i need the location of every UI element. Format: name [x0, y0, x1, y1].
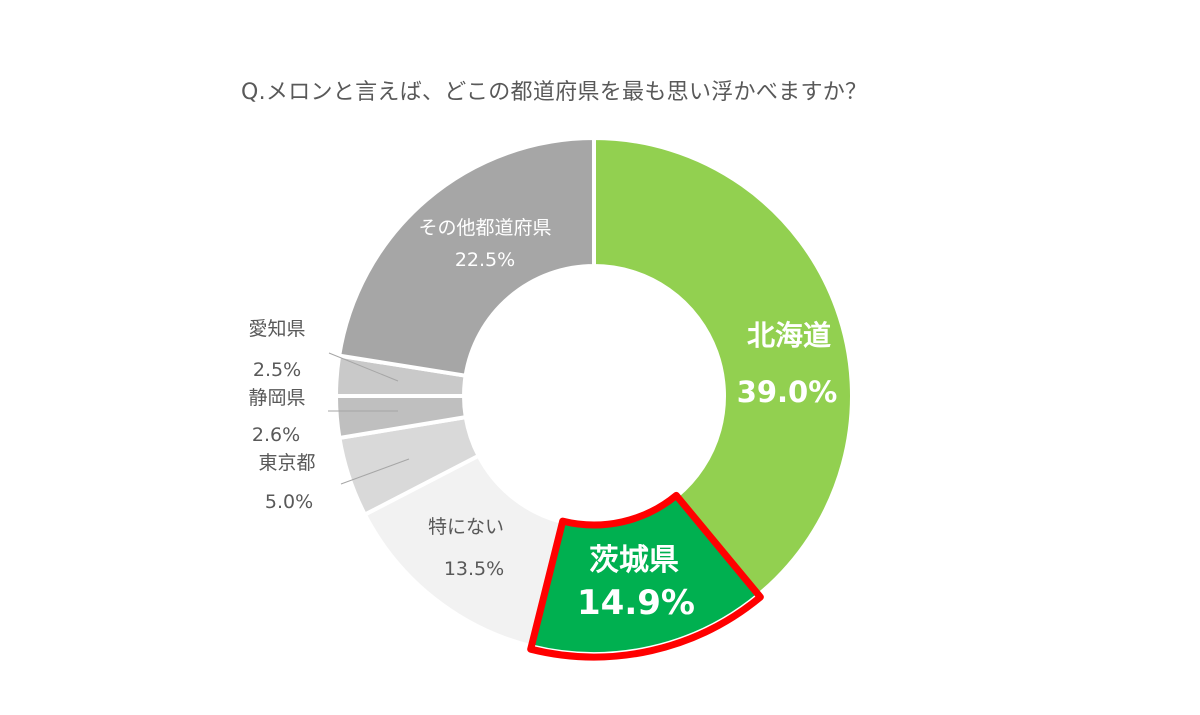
slice-label: 静岡県	[248, 387, 305, 409]
slice-value-label: 2.6%	[252, 424, 300, 446]
slice-label: 茨城県	[589, 543, 679, 578]
slice-label: 特にない	[428, 516, 504, 538]
slice-label: その他都道府県	[418, 217, 551, 239]
slice-value-label: 5.0%	[265, 491, 313, 513]
leader-line	[328, 352, 399, 382]
slice-label: 愛知県	[248, 318, 305, 340]
leader-line	[340, 458, 410, 485]
slice-label: 北海道	[747, 319, 831, 352]
slice-0	[592, 136, 854, 597]
slice-value-label: 13.5%	[444, 558, 504, 580]
donut-slices	[334, 136, 854, 656]
slice-value-label: 39.0%	[737, 375, 838, 409]
slice-label: 東京都	[258, 452, 315, 474]
highlight-border	[527, 491, 764, 661]
slice-value-label: 2.5%	[253, 359, 301, 381]
slice-labels: 北海道 39.0% 茨城県 14.9% 特にない 13.5% 東京都 5.0% 静岡県 2.6% 愛…	[248, 217, 837, 623]
slice-6	[337, 136, 596, 378]
slice-value-label: 22.5%	[455, 249, 515, 271]
slice-2	[362, 453, 565, 649]
leader-lines	[328, 352, 410, 485]
chart-title: Q.メロンと言えば、どこの都道府県を最も思い浮かべますか？	[241, 80, 868, 105]
slice-value-label: 14.9%	[577, 583, 695, 623]
